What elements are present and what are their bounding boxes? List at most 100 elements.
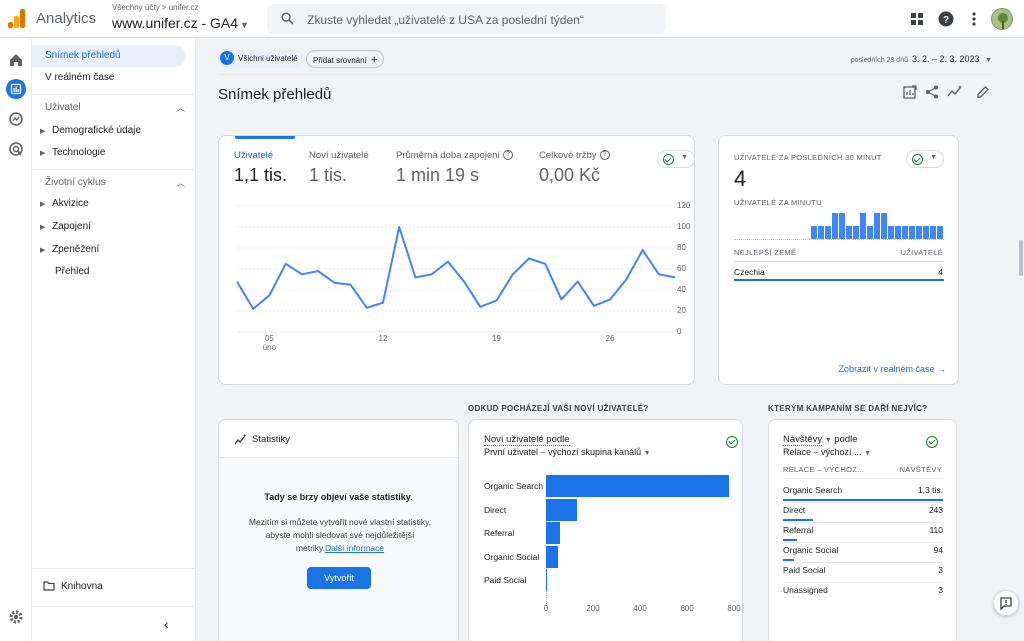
nav-section-label: Životní cyklus xyxy=(45,177,106,188)
row-share-bar xyxy=(734,279,944,281)
category-label: Direct xyxy=(484,504,507,515)
minute-bar[interactable] xyxy=(923,226,929,239)
segment-chip[interactable]: V Všichni uživatelé xyxy=(218,50,304,68)
minute-bar[interactable] xyxy=(853,226,859,239)
metric-value: 0,00 Kč xyxy=(539,165,601,185)
edit-icon[interactable] xyxy=(975,84,991,100)
dimension-selector[interactable]: První uživatel – výchozí skupina kanálů … xyxy=(484,447,651,457)
nav-item-realtime[interactable]: V reálném čase xyxy=(45,72,115,83)
minute-bar[interactable] xyxy=(902,226,908,239)
dimension-selector[interactable]: Relace – výchozí ... ▼ xyxy=(783,447,871,457)
explore-icon[interactable] xyxy=(6,109,26,129)
minute-bar[interactable] xyxy=(846,226,852,239)
table-row[interactable]: Paid Social 3 xyxy=(783,562,943,582)
analytics-logo-icon[interactable] xyxy=(8,8,26,28)
library-label: Knihovna xyxy=(61,581,103,592)
nav-item-library[interactable]: Knihovna xyxy=(43,581,103,592)
nav-item-demographics[interactable]: ▶ Demografické údaje xyxy=(40,125,141,136)
y-tick-label: 40 xyxy=(677,285,686,294)
expand-arrow-icon: ▶ xyxy=(40,247,46,254)
minute-bar[interactable] xyxy=(867,226,873,239)
minute-bar[interactable] xyxy=(832,213,838,239)
metric-selector[interactable]: Návštěvy ▼ podle xyxy=(783,434,858,446)
search-bar[interactable]: Zkuste vyhledat „uživatelé z USA za posl… xyxy=(267,4,666,34)
add-comparison-button[interactable]: Přidat srovnání + xyxy=(306,50,385,68)
table-row[interactable]: Organic Search 1,3 tis. xyxy=(783,482,943,502)
x-tick-label: 26 xyxy=(605,334,615,343)
check-circle-icon[interactable] xyxy=(726,436,738,448)
table-row[interactable]: Direct 243 xyxy=(783,502,943,522)
home-icon[interactable] xyxy=(6,50,26,70)
customize-report-icon[interactable] xyxy=(902,84,918,100)
data-quality-button[interactable]: ▼ xyxy=(906,150,944,168)
help-icon[interactable]: ? xyxy=(937,10,955,28)
feedback-button[interactable] xyxy=(993,590,1019,616)
property-selector[interactable]: www.unifer.cz - GA4 ▼ xyxy=(112,15,249,31)
caret-down-icon: ▼ xyxy=(864,450,871,457)
settings-icon[interactable] xyxy=(6,607,26,627)
data-quality-button[interactable]: ▼ xyxy=(657,150,694,168)
minute-bar[interactable] xyxy=(881,213,887,239)
more-vert-icon[interactable] xyxy=(965,10,983,28)
minute-bar[interactable] xyxy=(839,213,845,239)
minute-bar[interactable] xyxy=(860,213,866,239)
minute-bar[interactable] xyxy=(930,226,936,239)
advertising-icon[interactable] xyxy=(6,139,26,159)
metric-selector[interactable]: Noví uživatelé podle xyxy=(484,434,570,446)
nav-item-acquisition[interactable]: ▶ Akvizice xyxy=(40,198,89,209)
minute-bar[interactable] xyxy=(909,226,915,239)
metric-new-users[interactable]: Noví uživatelé 1 tis. xyxy=(309,150,369,186)
column-header: RELACE – VÝCHOZ... xyxy=(783,465,865,474)
nav-section-lifecycle[interactable]: Životní cyklus ︿ xyxy=(45,177,185,188)
view-realtime-link[interactable]: Zobrazit v reálném čase → xyxy=(838,364,946,374)
overview-card: Uživatelé 1,1 tis. Noví uživatelé 1 tis. P… xyxy=(218,135,695,385)
share-icon[interactable] xyxy=(924,84,940,100)
bar[interactable] xyxy=(546,475,730,497)
nav-section-user[interactable]: Uživatel ︿ xyxy=(45,102,185,113)
realtime-card: UŽIVATELÉ ZA POSLEDNÍCH 30 MINUT ▼ 4 UŽI… xyxy=(718,135,959,385)
divider xyxy=(783,562,943,563)
table-row[interactable]: Unassigned 3 xyxy=(783,582,943,602)
chevron-left-icon[interactable]: ‹ xyxy=(164,616,169,632)
scrollbar[interactable] xyxy=(1019,240,1023,276)
metric-engagement-time[interactable]: Průměrná doba zapojení? 1 min 19 s xyxy=(396,150,514,186)
create-insight-button[interactable]: Vytvořit xyxy=(307,567,371,589)
minute-bar[interactable] xyxy=(818,226,824,239)
help-icon[interactable]: ? xyxy=(503,150,514,161)
nav-item-overview[interactable]: Přehled xyxy=(55,266,90,277)
minute-bar[interactable] xyxy=(895,226,901,239)
minute-bar[interactable] xyxy=(937,226,943,239)
bar[interactable] xyxy=(546,545,558,568)
y-tick-label: 0 xyxy=(677,327,682,336)
learn-more-link[interactable]: Další informace xyxy=(325,543,385,553)
account-breadcrumb[interactable]: Všechny účty > unifer.cz xyxy=(112,3,199,12)
apps-grid-icon[interactable] xyxy=(908,10,926,28)
metric-revenue[interactable]: Celkové tržby? 0,00 Kč xyxy=(539,150,610,186)
minute-bar[interactable] xyxy=(811,226,817,239)
reports-icon[interactable] xyxy=(6,79,26,99)
bar[interactable] xyxy=(546,498,577,521)
minute-bar[interactable] xyxy=(888,226,894,239)
table-row[interactable]: Organic Social 94 xyxy=(783,542,943,562)
nav-item-engagement[interactable]: ▶ Zapojení xyxy=(40,221,91,232)
nav-item-technology[interactable]: ▶ Technologie xyxy=(40,147,105,158)
nav-item-snapshot[interactable]: Snímek přehledů xyxy=(32,45,186,67)
nav-item-monetization[interactable]: ▶ Zpeněžení xyxy=(40,244,99,255)
minute-bar[interactable] xyxy=(916,226,922,239)
metric-users[interactable]: Uživatelé 1,1 tis. xyxy=(234,150,287,186)
check-circle-icon[interactable] xyxy=(926,436,938,448)
minute-bar[interactable] xyxy=(825,226,831,239)
minute-bar[interactable] xyxy=(874,213,880,239)
caret-down-icon: ▼ xyxy=(930,154,937,161)
divider xyxy=(32,94,196,95)
bar[interactable] xyxy=(546,522,561,544)
insights-icon[interactable] xyxy=(947,84,963,100)
divider xyxy=(783,478,943,479)
date-range-picker[interactable]: posledních 28 dnů 3. 2. – 2. 3. 2023 ▼ xyxy=(851,54,992,64)
dimension-label: První uživatel – výchozí skupina kanálů xyxy=(484,447,642,457)
bar[interactable] xyxy=(546,569,547,591)
table-row[interactable]: Referral 110 xyxy=(783,522,943,542)
avatar[interactable] xyxy=(991,8,1013,30)
help-icon[interactable]: ? xyxy=(599,150,610,161)
caret-down-icon: ▼ xyxy=(985,57,992,64)
